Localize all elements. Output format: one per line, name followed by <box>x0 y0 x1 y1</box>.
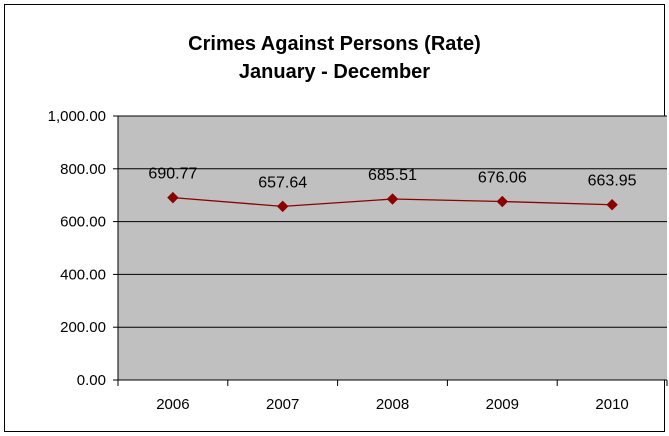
data-label: 685.51 <box>368 167 417 184</box>
data-labels: 690.77 657.64 685.51 676.06 663.95 <box>148 166 636 192</box>
x-tick-label: 2008 <box>376 396 409 413</box>
y-tick-label: 0.00 <box>77 372 106 389</box>
data-label: 657.64 <box>258 174 307 191</box>
data-point-marker <box>496 195 509 208</box>
chart-title: Crimes Against Persons (Rate) January - … <box>0 30 669 86</box>
y-tick-label: 1,000.00 <box>48 108 106 125</box>
data-point-marker <box>167 191 179 204</box>
axes <box>117 116 667 381</box>
series <box>167 191 618 213</box>
x-tick-label: 2010 <box>595 396 628 413</box>
x-tick-label: 2007 <box>266 396 299 413</box>
data-label: 663.95 <box>588 173 637 190</box>
grid-lines <box>118 115 667 328</box>
x-axis-ticks: 2006 2007 2008 2009 2010 <box>117 380 668 413</box>
data-label: 676.06 <box>478 170 527 187</box>
data-point-marker <box>276 200 289 213</box>
y-tick-label: 400.00 <box>60 266 106 283</box>
data-point-marker <box>606 199 618 211</box>
data-label: 690.77 <box>148 166 197 183</box>
y-axis-ticks: 0.00 200.00 400.00 600.00 800.00 1,000.00 <box>48 108 118 389</box>
y-tick-label: 800.00 <box>60 161 106 178</box>
chart-title-line1: Crimes Against Persons (Rate) <box>188 33 481 55</box>
x-tick-label: 2009 <box>486 396 519 413</box>
data-point-marker <box>386 193 399 205</box>
plot-area <box>118 116 667 380</box>
x-tick-label: 2006 <box>156 396 189 413</box>
y-tick-label: 600.00 <box>60 214 106 231</box>
chart-title-line2: January - December <box>238 61 431 83</box>
y-tick-label: 200.00 <box>60 319 106 336</box>
